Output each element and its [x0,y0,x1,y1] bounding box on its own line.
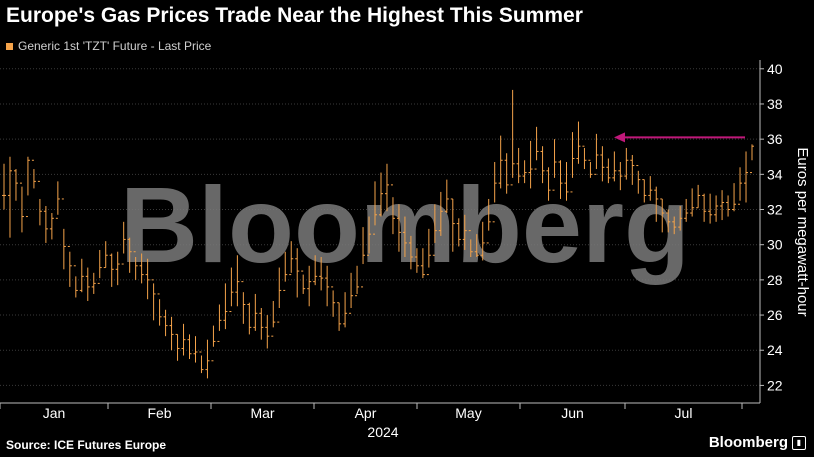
chart-logo-icon: ▮ [792,435,806,450]
legend: Generic 1st 'TZT' Future - Last Price [6,39,211,53]
x-tick-label: Mar [250,405,274,421]
x-tick-label: Feb [147,405,171,421]
y-tick-label: 26 [767,307,783,323]
legend-swatch [6,42,13,50]
y-tick-label: 40 [767,61,783,77]
y-axis-label: Euros per megawatt-hour [794,147,811,316]
x-tick-label: Jan [43,405,66,421]
y-tick-label: 22 [767,377,783,393]
y-tick-label: 30 [767,237,783,253]
y-tick-label: 24 [767,342,783,358]
x-tick-label: Apr [355,405,377,421]
arrow-head [614,132,625,143]
y-tick-label: 36 [767,131,783,147]
source-note: Source: ICE Futures Europe [6,438,167,452]
logo-text: Bloomberg [708,434,788,451]
legend-label: Generic 1st 'TZT' Future - Last Price [18,39,212,53]
x-tick-label: Jul [675,405,693,421]
y-tick-label: 38 [767,96,783,112]
y-tick-label: 28 [767,272,783,288]
x-year-label: 2024 [367,424,398,440]
x-tick-label: May [455,405,481,421]
y-tick-label: 34 [767,166,783,182]
y-tick-label: 32 [767,202,783,218]
chart-title: Europe's Gas Prices Trade Near the Highe… [6,4,583,27]
x-tick-label: Jun [561,405,584,421]
bloomberg-logo: Bloomberg ▮ [709,434,806,451]
